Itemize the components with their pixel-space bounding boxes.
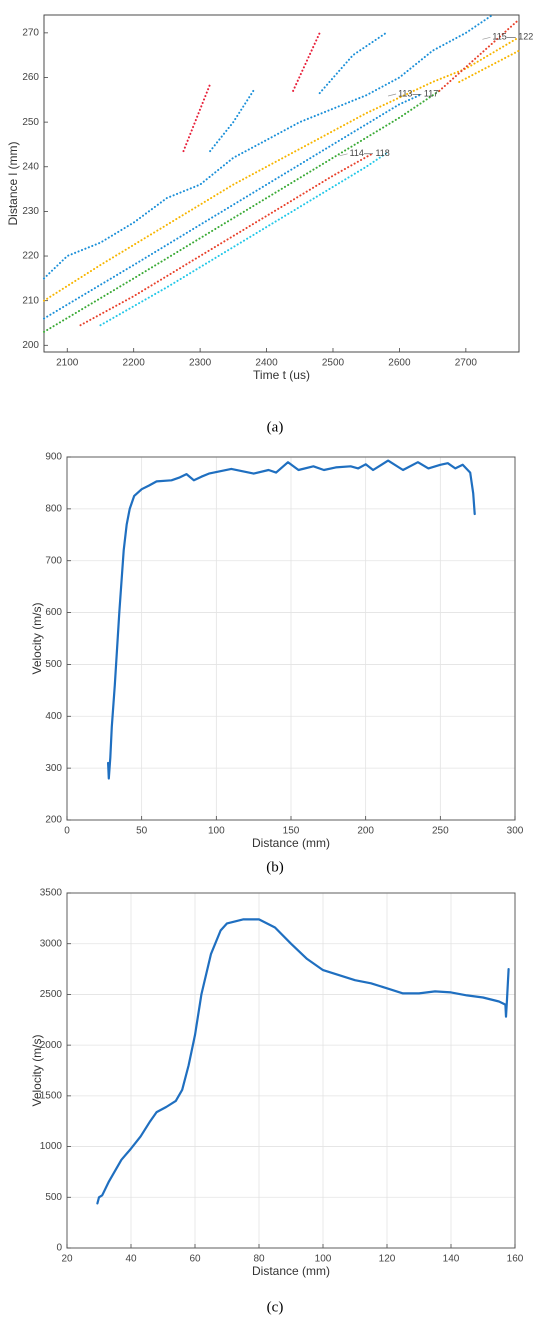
y-tick-label: 2500 [40, 989, 63, 1000]
x-tick-label: 100 [208, 826, 225, 837]
caption: (b) [266, 859, 284, 875]
y-tick-label: 230 [22, 206, 39, 217]
plot-area [43, 14, 520, 353]
y-axis-label: Velocity (m/s) [30, 1034, 44, 1106]
y-tick-label: 250 [22, 117, 39, 128]
y-tick-label: 270 [22, 27, 39, 38]
annotation: 113— 117 [398, 88, 438, 98]
y-tick-label: 200 [22, 340, 39, 351]
x-axis-label: Time t (us) [253, 368, 310, 382]
data-line [43, 14, 494, 280]
x-tick-label: 80 [253, 1254, 265, 1265]
annotation-leader [388, 93, 397, 97]
y-tick-label: 500 [45, 659, 62, 670]
annotation: 115— 122 [492, 32, 533, 42]
y-tick-label: 800 [45, 503, 62, 514]
x-tick-label: 200 [357, 826, 374, 837]
y-tick-label: 500 [45, 1192, 62, 1203]
x-tick-label: 2400 [255, 358, 278, 369]
plot-area [66, 892, 516, 1249]
x-tick-label: 2600 [388, 358, 411, 369]
x-axis-label: Distance (mm) [252, 1264, 330, 1278]
plot-frame [43, 14, 520, 353]
x-tick-label: 250 [432, 826, 449, 837]
y-tick-label: 400 [45, 711, 62, 722]
x-tick-label: 2200 [123, 358, 146, 369]
y-tick-label: 1000 [40, 1141, 63, 1152]
x-tick-label: 0 [64, 826, 70, 837]
x-tick-label: 50 [136, 826, 148, 837]
x-tick-label: 300 [507, 826, 524, 837]
x-tick-label: 40 [125, 1254, 137, 1265]
y-axis-label: Velocity (m/s) [30, 602, 44, 674]
x-tick-label: 150 [283, 826, 300, 837]
data-line [43, 36, 520, 302]
y-tick-label: 3000 [40, 938, 63, 949]
y-tick-label: 0 [56, 1243, 62, 1254]
y-tick-label: 240 [22, 161, 39, 172]
annotation-leader [339, 153, 348, 157]
plot-frame [66, 456, 516, 821]
y-tick-label: 200 [45, 815, 62, 826]
y-tick-label: 210 [22, 295, 39, 306]
x-tick-label: 140 [443, 1254, 460, 1265]
y-axis-label: Distance l (mm) [6, 141, 20, 225]
x-tick-label: 2500 [322, 358, 345, 369]
data-line [43, 94, 421, 320]
caption: (a) [267, 419, 284, 435]
annotation: 114— 118 [350, 148, 390, 158]
data-line [96, 918, 510, 1205]
data-line [458, 49, 520, 83]
y-tick-label: 3500 [40, 888, 63, 899]
y-tick-label: 900 [45, 452, 62, 463]
x-tick-label: 2100 [56, 358, 79, 369]
x-tick-label: 60 [189, 1254, 201, 1265]
y-tick-label: 260 [22, 72, 39, 83]
y-tick-label: 600 [45, 607, 62, 618]
data-line [43, 89, 441, 333]
y-tick-label: 220 [22, 251, 39, 262]
data-line [209, 31, 388, 153]
y-tick-label: 1500 [40, 1090, 63, 1101]
x-tick-label: 2300 [189, 358, 212, 369]
x-tick-label: 160 [507, 1254, 524, 1265]
x-tick-label: 100 [315, 1254, 332, 1265]
data-line [107, 459, 476, 780]
data-line [182, 31, 321, 153]
x-tick-label: 120 [379, 1254, 396, 1265]
data-line [79, 18, 520, 327]
y-tick-label: 700 [45, 555, 62, 566]
x-axis-label: Distance (mm) [252, 836, 330, 850]
y-tick-label: 300 [45, 763, 62, 774]
plot-frame [66, 892, 516, 1249]
y-tick-label: 2000 [40, 1040, 63, 1051]
x-tick-label: 2700 [455, 358, 478, 369]
annotation-leader [482, 36, 491, 40]
x-tick-label: 20 [61, 1254, 73, 1265]
data-line [99, 152, 388, 327]
caption: (c) [267, 1299, 284, 1315]
